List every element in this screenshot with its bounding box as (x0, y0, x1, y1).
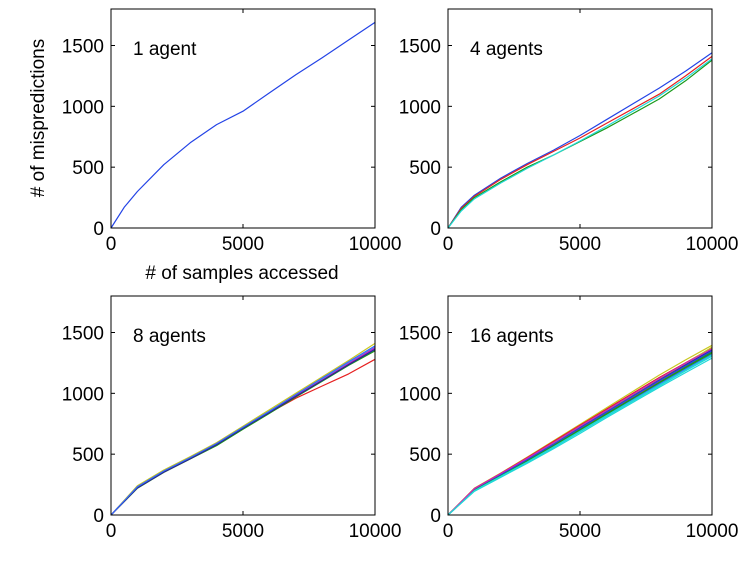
x-tick-label: 5000 (559, 234, 601, 255)
series-line-1 (110, 21, 376, 229)
y-tick-label: 0 (93, 219, 104, 240)
x-tick-label: 10000 (686, 234, 739, 255)
y-tick-label: 0 (93, 506, 104, 527)
y-tick-label: 500 (72, 158, 104, 179)
x-tick-label: 0 (443, 234, 454, 255)
panel-2: 0 5000 10000 0 500 1000 1500 4 agents (399, 8, 739, 255)
x-tick-label: 0 (106, 234, 117, 255)
y-tick-label: 500 (409, 158, 441, 179)
x-tick-label: 5000 (559, 521, 601, 542)
y-tick-label: 1000 (62, 384, 104, 405)
y-tick-label: 500 (409, 445, 441, 466)
series-line-15 (447, 348, 713, 516)
series-line-7 (110, 348, 376, 516)
x-tick-label: 10000 (349, 521, 402, 542)
panel-annotation: 8 agents (133, 326, 206, 347)
x-tick-label: 10000 (686, 521, 739, 542)
y-tick-label: 1000 (399, 384, 441, 405)
x-axis-label: # of samples accessed (145, 263, 338, 284)
y-axis-label: # of mispredictions (28, 39, 49, 197)
series-line-16 (447, 354, 713, 516)
y-tick-label: 1500 (62, 324, 104, 345)
y-tick-label: 1500 (399, 324, 441, 345)
panel-annotation: 16 agents (470, 326, 553, 347)
x-tick-label: 5000 (222, 234, 264, 255)
x-tick-label: 0 (443, 521, 454, 542)
y-tick-label: 0 (430, 506, 441, 527)
panel-annotation: 4 agents (470, 39, 543, 60)
series-line-5 (110, 342, 376, 516)
x-tick-label: 10000 (349, 234, 402, 255)
series-line-8 (110, 345, 376, 516)
series-line-2 (110, 358, 376, 516)
series-line-3 (110, 350, 376, 516)
panel-3: 0 5000 10000 0 500 1000 1500 8 agents (62, 295, 402, 542)
y-tick-label: 1000 (399, 97, 441, 118)
y-tick-label: 500 (72, 445, 104, 466)
y-tick-label: 1500 (399, 37, 441, 58)
panel-4: 0 5000 10000 0 500 1000 1500 16 agents (399, 295, 739, 542)
y-tick-label: 1500 (62, 37, 104, 58)
y-tick-label: 0 (430, 219, 441, 240)
series-line-4 (447, 58, 713, 229)
panel-annotation: 1 agent (133, 39, 197, 60)
x-tick-label: 0 (106, 521, 117, 542)
series-line-1 (447, 52, 713, 229)
y-tick-label: 1000 (62, 97, 104, 118)
x-tick-label: 5000 (222, 521, 264, 542)
series-line-13 (447, 350, 713, 516)
series-line-4 (447, 357, 713, 516)
panel-1: 0 5000 10000 0 500 1000 1500 1 agent (62, 8, 402, 255)
series-line-2 (447, 55, 713, 229)
